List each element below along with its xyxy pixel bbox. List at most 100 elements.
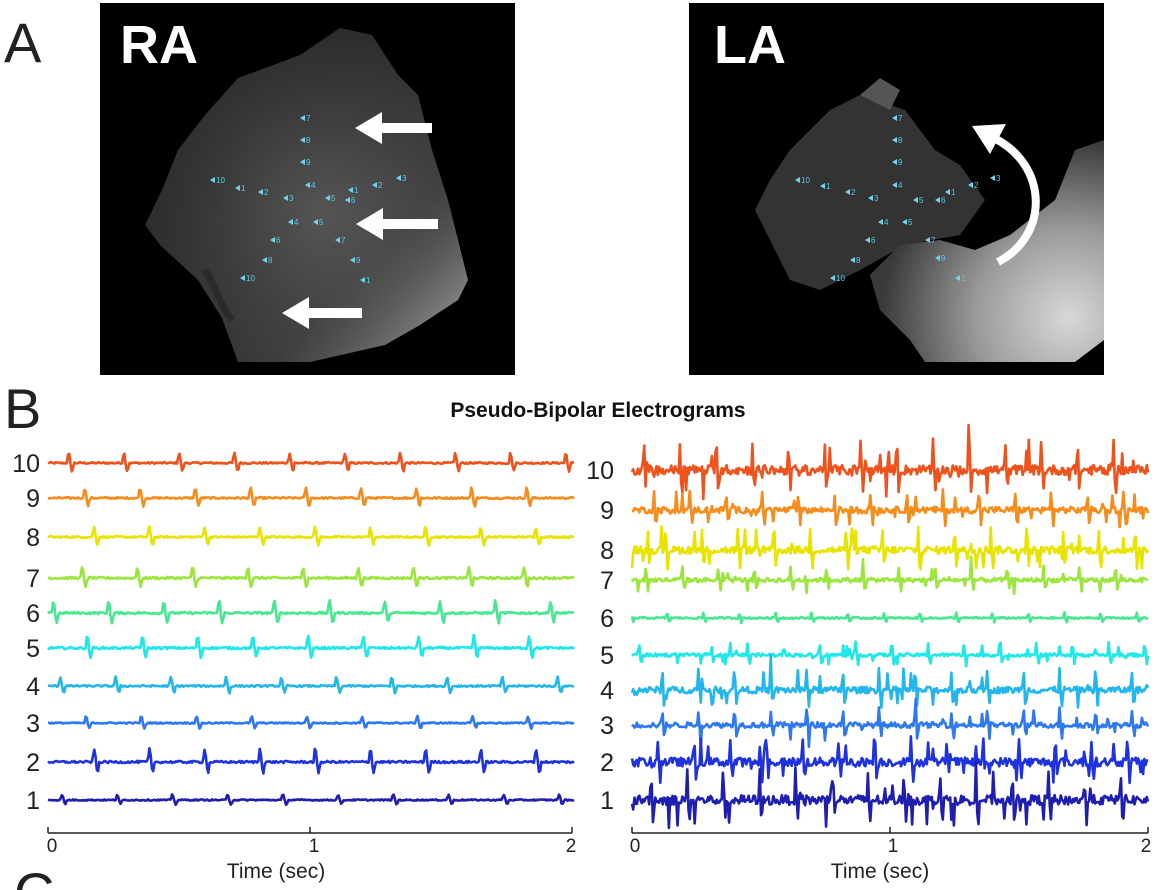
ra-electrode-label: 10	[246, 274, 255, 283]
ra-electrode-marker	[372, 182, 377, 188]
la-electrode-marker	[945, 189, 950, 195]
la-electrode-marker	[878, 219, 883, 225]
ra-electrode-marker	[240, 275, 245, 281]
la-electrode-label: 4	[884, 218, 889, 227]
ra-electrode-label: 4	[294, 218, 299, 227]
ra-electrode-marker	[360, 277, 365, 283]
la-electrode-label: 1	[951, 188, 956, 197]
ra-trace-channel-1	[47, 793, 575, 807]
la-channel-label-8: 8	[600, 537, 614, 565]
la-trace-channel-4	[630, 654, 1150, 709]
la-tissue-dark	[755, 95, 985, 290]
la-electrode-label: 10	[836, 274, 845, 283]
la-electrode-marker	[955, 275, 960, 281]
ra-trace-channel-7	[48, 565, 575, 589]
la-x-axis-label: Time (sec)	[831, 860, 929, 883]
la-channel-label-5: 5	[600, 642, 614, 670]
panel-b-letter: B	[4, 377, 41, 440]
ra-tissue-shading	[145, 28, 468, 362]
la-channel-label-2: 2	[600, 749, 614, 777]
la-electrode-label: 10	[801, 176, 810, 185]
la-trace-channel-3	[631, 697, 1150, 749]
ra-electrode-label: 2	[264, 188, 269, 197]
ra-electrode-label: 4	[311, 181, 316, 190]
ra-channel-label-10: 10	[12, 450, 40, 478]
la-electrode-label: 5	[908, 218, 913, 227]
ra-electrode-label: 3	[402, 174, 407, 183]
panel-c-letter: C	[14, 861, 54, 890]
la-electrode-label: 3	[996, 174, 1001, 183]
la-curved-arrow	[972, 124, 1040, 266]
la-electrode-label: 4	[898, 181, 903, 190]
panel-a-letter: A	[4, 11, 42, 74]
la-electrode-label: 2	[974, 181, 979, 190]
ra-channel-label-3: 3	[26, 710, 40, 738]
la-curved-arrow-head	[972, 124, 1006, 154]
ra-electrode-label: 9	[356, 256, 361, 265]
ra-channel-label-7: 7	[26, 565, 40, 593]
ra-electrode-label: 5	[331, 194, 336, 203]
ra-electrode-marker	[235, 185, 240, 191]
ra-electrode-marker	[210, 177, 215, 183]
ra-electrode-marker	[270, 237, 275, 243]
ra-arrow-middle-head	[356, 208, 383, 240]
la-electrode-label: 1	[826, 182, 831, 191]
la-trace-channel-1	[630, 760, 1150, 830]
la-electrode-marker	[868, 195, 873, 201]
ra-electrode-label: 9	[306, 158, 311, 167]
la-electrode-marker	[902, 219, 907, 225]
ra-electrode-label: 3	[289, 194, 294, 203]
la-electrode-label: 7	[898, 114, 903, 123]
ra-electrode-marker	[348, 187, 353, 193]
ra-trace-channel-9	[47, 486, 575, 508]
ra-channel-labels: 10 9 8 7 6 5 4 3 2 1	[12, 450, 40, 815]
la-electrode-label: 2	[851, 188, 856, 197]
ra-trace-channel-8	[47, 525, 575, 547]
la-electrode-marker	[820, 183, 825, 189]
la-channel-label-6: 6	[600, 605, 614, 633]
la-channel-label-7: 7	[600, 567, 614, 595]
ra-trace-channel-3	[47, 714, 575, 730]
ra-electrode-marker	[396, 175, 401, 181]
la-electrode-label: 6	[941, 196, 946, 205]
la-electrode-marker	[935, 255, 940, 261]
la-electrode-marker	[935, 197, 940, 203]
la-electrode-marker	[865, 237, 870, 243]
ra-electrode-label: 6	[351, 196, 356, 205]
ra-trace-channel-4	[47, 675, 575, 695]
la-electrode-marker	[892, 159, 897, 165]
la-channel-label-3: 3	[600, 712, 614, 740]
la-title: LA	[714, 15, 786, 75]
ra-electrode-label: 7	[341, 236, 346, 245]
ra-channel-label-2: 2	[26, 749, 40, 777]
la-x-axis: 0 1 2 Time (sec)	[630, 827, 1151, 883]
la-trace-channel-10	[630, 423, 1150, 501]
ra-electrode-label: 8	[268, 256, 273, 265]
la-channel-labels: 10 9 87 6 5 4 3 2 1	[586, 457, 614, 815]
ra-straight-arrows	[282, 112, 438, 329]
la-electrode-label: 8	[898, 136, 903, 145]
la-electrode-marker	[925, 237, 930, 243]
ra-electrode-marker	[335, 237, 340, 243]
la-electrode-marker	[892, 115, 897, 121]
ra-electrode-label: 2	[378, 181, 383, 190]
ra-electrode-label: 8	[306, 136, 311, 145]
la-electrode-label: 9	[941, 254, 946, 263]
la-x-tick-label-0: 0	[630, 836, 641, 857]
la-x-tick-label-1: 1	[888, 836, 899, 857]
ra-electrode-marker	[288, 219, 293, 225]
ra-channel-label-4: 4	[26, 673, 40, 701]
la-electrode-marker	[913, 197, 918, 203]
la-trace-channel-8	[630, 525, 1150, 571]
ra-electrode-marker	[258, 189, 263, 195]
ra-x-axis: 0 1 2 Time (sec)	[47, 827, 576, 883]
ra-electrode-marker	[313, 219, 318, 225]
ra-arrow-bottom-head	[282, 297, 309, 329]
ra-electrode-marker	[305, 182, 310, 188]
la-electrode-label: 3	[874, 194, 879, 203]
ra-channel-label-8: 8	[26, 524, 40, 552]
la-channel-label-1: 1	[600, 787, 614, 815]
la-electrode-marker	[892, 137, 897, 143]
